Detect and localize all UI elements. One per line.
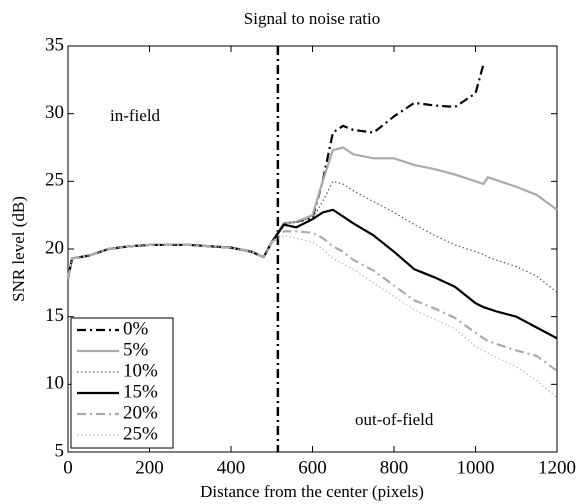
- x-tick-label: 400: [217, 457, 246, 478]
- legend-box: [70, 317, 174, 449]
- legend-label: 25%: [123, 423, 158, 444]
- x-tick-label: 200: [135, 457, 164, 478]
- y-tick-label: 30: [45, 102, 64, 123]
- annotation: out-of-field: [355, 410, 434, 429]
- series-line: [67, 180, 558, 293]
- legend-label: 20%: [123, 402, 158, 423]
- legend-label: 15%: [123, 381, 158, 402]
- y-axis-label: SNR level (dB): [9, 196, 28, 302]
- y-tick-label: 15: [45, 305, 64, 326]
- x-axis-label: Distance from the center (pixels): [200, 482, 424, 501]
- x-tick-label: 800: [380, 457, 409, 478]
- y-tick-label: 25: [45, 170, 64, 191]
- series-line: [66, 230, 558, 372]
- legend-label: 5%: [123, 339, 149, 360]
- chart-title: Signal to noise ratio: [244, 9, 380, 28]
- x-tick-label: 600: [298, 457, 327, 478]
- x-tick-label: 1000: [457, 457, 495, 478]
- annotation: in-field: [110, 106, 161, 125]
- y-tick-label: 10: [45, 373, 64, 394]
- y-tick-label: 20: [45, 237, 64, 258]
- legend-label: 0%: [123, 318, 149, 339]
- x-tick-label: 0: [63, 457, 73, 478]
- y-tick-label: 5: [55, 440, 65, 461]
- series-line: [66, 146, 558, 279]
- y-tick-label: 35: [45, 34, 64, 55]
- x-tick-label: 1200: [538, 457, 576, 478]
- legend-label: 10%: [123, 360, 158, 381]
